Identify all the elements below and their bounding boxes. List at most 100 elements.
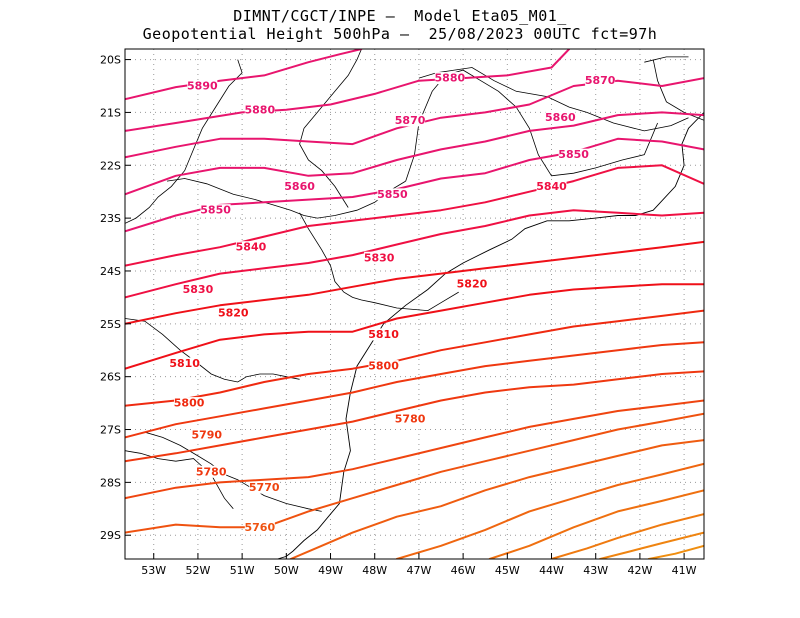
tick-label-lat: 25S bbox=[100, 318, 121, 331]
contour-5770 bbox=[125, 399, 704, 500]
contour-label-bg bbox=[434, 72, 465, 85]
contour-label: 5760 bbox=[244, 521, 275, 534]
tick-label-lon: 51W bbox=[230, 564, 255, 577]
chart-title-line2: Geopotential Height 500hPa — 25/08/2023 … bbox=[142, 25, 658, 43]
contour-label-bg bbox=[558, 148, 589, 161]
contour-5890 bbox=[125, 49, 363, 101]
contour-label-bg bbox=[244, 521, 275, 534]
tick-label-lon: 50W bbox=[274, 564, 299, 577]
contour-label-bg bbox=[395, 412, 426, 425]
longitude-axis: 53W 52W 51W 50W 49W 48W 47W 46W 45W 44W 43W 42W 41W bbox=[141, 553, 697, 577]
tick-label-lat: 21S bbox=[100, 106, 121, 119]
contour-label: 5850 bbox=[200, 204, 231, 217]
tick-label-lat: 20S bbox=[100, 54, 121, 67]
contour-label: 5840 bbox=[536, 180, 567, 193]
contour-label: 5780 bbox=[196, 465, 227, 478]
contour-5740 bbox=[395, 462, 704, 559]
tick-label-lat: 28S bbox=[100, 476, 121, 489]
contour-label-bg bbox=[536, 180, 567, 193]
contour-label: 5890 bbox=[187, 79, 218, 92]
tick-label-lon: 45W bbox=[495, 564, 520, 577]
state-border bbox=[125, 59, 243, 224]
contour-label: 5830 bbox=[364, 251, 395, 264]
contour-label-bg bbox=[585, 74, 616, 87]
contour-label: 5830 bbox=[183, 283, 214, 296]
contour-label-bg bbox=[182, 283, 213, 296]
contour-5760 bbox=[125, 412, 704, 534]
state-border bbox=[299, 49, 362, 208]
contour-label: 5880 bbox=[435, 72, 466, 85]
contour-label-bg bbox=[244, 103, 275, 116]
contour-label: 5820 bbox=[457, 278, 488, 291]
tick-label-lat: 24S bbox=[100, 265, 121, 278]
state-border bbox=[125, 318, 300, 383]
state-border bbox=[166, 178, 406, 219]
contour-label-bg bbox=[218, 307, 249, 320]
contour-label: 5790 bbox=[191, 428, 222, 441]
contour-5880 bbox=[125, 49, 571, 132]
tick-label-lon: 47W bbox=[406, 564, 431, 577]
contour-label: 5810 bbox=[368, 328, 399, 341]
contour-label: 5880 bbox=[244, 103, 275, 116]
contour-5730 bbox=[488, 489, 704, 559]
contour-5800 bbox=[125, 309, 704, 407]
contour-label-bg bbox=[196, 465, 227, 478]
contour-label: 5800 bbox=[368, 360, 399, 373]
contour-label: 5870 bbox=[395, 114, 426, 127]
contour-label-bg bbox=[200, 204, 231, 217]
contour-label-bg bbox=[249, 481, 280, 494]
contour-5810 bbox=[125, 283, 704, 370]
contour-label-bg bbox=[187, 79, 218, 92]
tick-label-lon: 48W bbox=[362, 564, 387, 577]
tick-label-lon: 41W bbox=[672, 564, 697, 577]
tick-label-lon: 49W bbox=[318, 564, 343, 577]
tick-label-lon: 52W bbox=[185, 564, 210, 577]
contour-5780 bbox=[125, 370, 704, 463]
contour-label-bg bbox=[368, 360, 399, 373]
contour-layer bbox=[125, 49, 704, 559]
contour-label-bg bbox=[395, 114, 426, 127]
state-border bbox=[125, 450, 234, 510]
contour-label: 5800 bbox=[174, 397, 205, 410]
contour-5820 bbox=[125, 240, 704, 325]
tick-label-lat: 22S bbox=[100, 159, 121, 172]
contour-label-bg bbox=[235, 241, 266, 254]
contour-label: 5850 bbox=[377, 188, 408, 201]
geography-layer bbox=[125, 49, 704, 559]
contour-label-bg bbox=[456, 278, 487, 291]
latitude-axis: 20S 21S 22S 23S 24S 25S 26S 27S 28S 29S bbox=[100, 54, 131, 542]
contour-label: 5810 bbox=[169, 357, 200, 370]
contour-label: 5780 bbox=[395, 412, 426, 425]
tick-label-lat: 23S bbox=[100, 212, 121, 225]
contour-5750 bbox=[289, 439, 704, 559]
contour-label-bg bbox=[364, 251, 395, 264]
contour-5830 bbox=[125, 209, 704, 299]
tick-label-lat: 29S bbox=[100, 529, 121, 542]
contour-label: 5840 bbox=[236, 241, 267, 254]
state-border bbox=[644, 56, 689, 63]
tick-label-lon: 43W bbox=[583, 564, 608, 577]
tick-label-lon: 46W bbox=[451, 564, 476, 577]
coastline bbox=[277, 112, 704, 559]
contour-label-bg bbox=[174, 397, 205, 410]
contour-5790 bbox=[125, 341, 704, 439]
contour-label: 5870 bbox=[585, 74, 616, 87]
plot-frame bbox=[124, 48, 705, 560]
contour-label-bg bbox=[284, 180, 315, 193]
tick-label-lon: 53W bbox=[141, 564, 166, 577]
contour-label-bg bbox=[368, 328, 399, 341]
tick-label-lon: 42W bbox=[627, 564, 652, 577]
state-border bbox=[299, 212, 459, 312]
contour-label: 5850 bbox=[558, 148, 589, 161]
contour-5840 bbox=[125, 164, 704, 267]
gridlines bbox=[125, 49, 704, 559]
tick-label-lat: 27S bbox=[100, 424, 121, 437]
contour-5710 bbox=[599, 531, 704, 559]
contour-label-bg bbox=[191, 428, 222, 441]
contour-labels: 5890 5880 5880 5870 5870 5860 5860 5850 5850 5850… bbox=[169, 72, 615, 534]
contour-label: 5820 bbox=[218, 307, 249, 320]
contour-label: 5770 bbox=[249, 481, 280, 494]
contour-label: 5860 bbox=[545, 111, 576, 124]
tick-label-lat: 26S bbox=[100, 371, 121, 384]
